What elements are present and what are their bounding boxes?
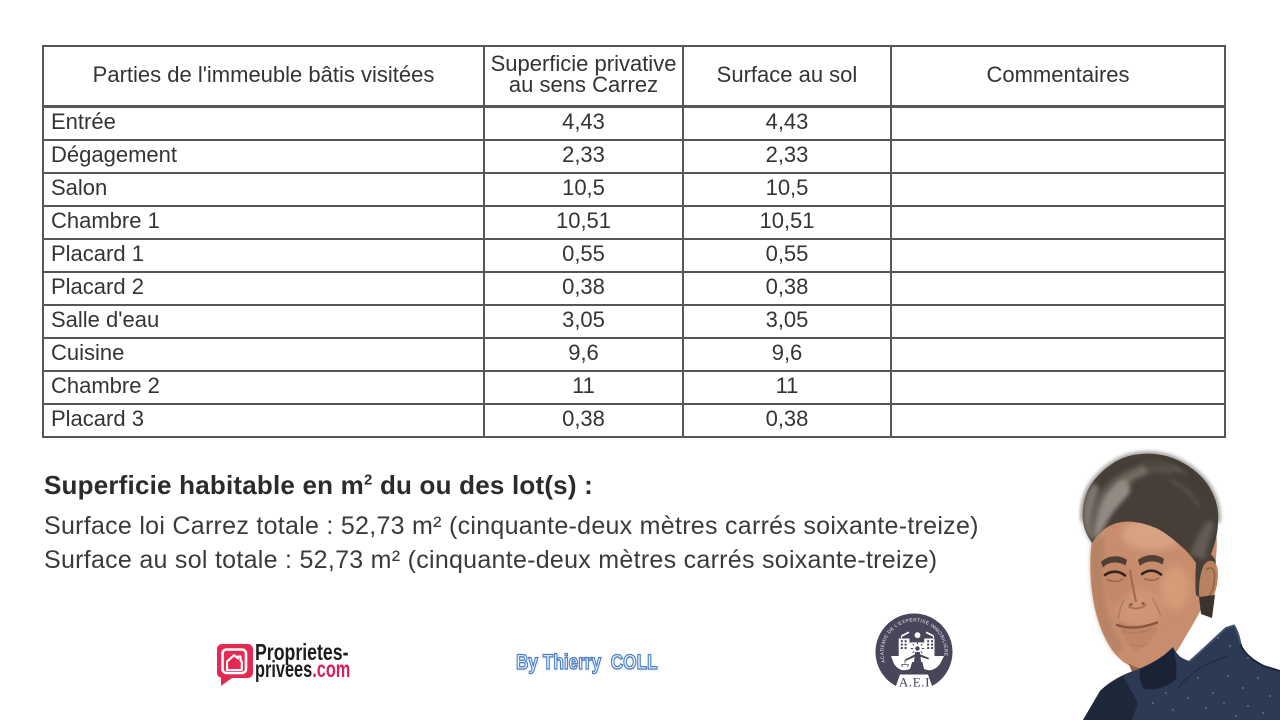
svg-text:A.E.I: A.E.I [899, 675, 930, 690]
